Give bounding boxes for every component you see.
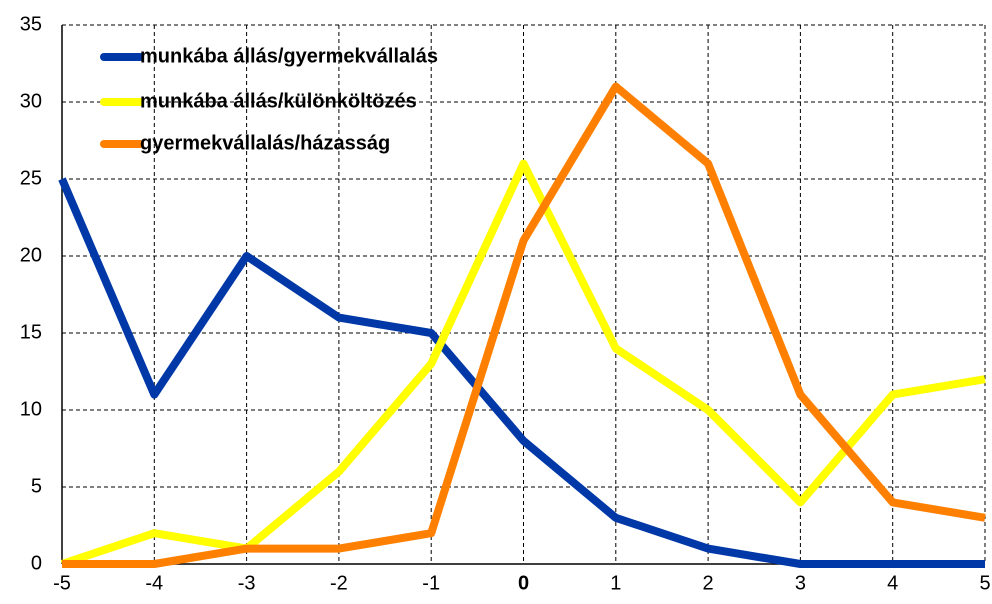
x-tick-label: 0	[518, 572, 529, 594]
x-tick-label: -2	[330, 572, 348, 594]
x-tick-label: 4	[887, 572, 898, 594]
x-tick-label: 5	[979, 572, 990, 594]
x-tick-label: 1	[610, 572, 621, 594]
x-tick-label: -3	[238, 572, 256, 594]
y-tick-label: 20	[20, 244, 42, 266]
y-tick-label: 0	[31, 552, 42, 574]
legend-label: munkába állás/különköltözés	[140, 90, 417, 112]
series-line	[62, 82, 986, 568]
series-line	[58, 177, 985, 568]
x-tick-label: 3	[795, 572, 806, 594]
series-line	[60, 159, 986, 568]
y-tick-label: 30	[20, 90, 42, 112]
x-tick-label: -1	[422, 572, 440, 594]
legend-label: gyermekvállalás/házasság	[140, 132, 390, 154]
y-tick-label: 5	[31, 475, 42, 497]
y-tick-label: 10	[20, 398, 42, 420]
x-tick-label: -4	[145, 572, 163, 594]
y-tick-label: 15	[20, 321, 42, 343]
legend-label: munkába állás/gyermekvállalás	[140, 45, 438, 67]
x-tick-label: 2	[703, 572, 714, 594]
y-tick-label: 35	[20, 13, 42, 35]
y-tick-label: 25	[20, 167, 42, 189]
x-tick-label: -5	[53, 572, 71, 594]
